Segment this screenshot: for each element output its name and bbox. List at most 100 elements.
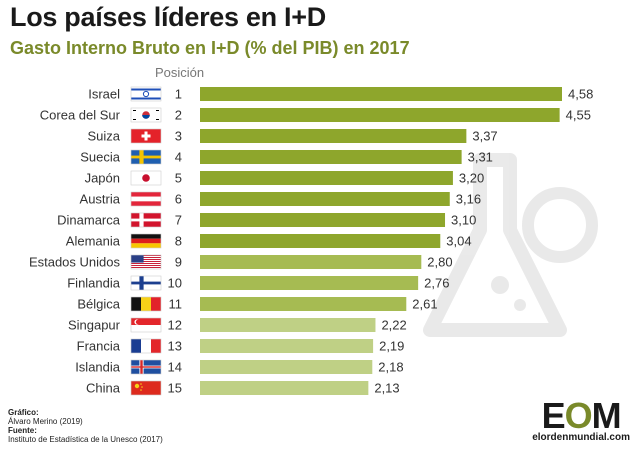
flag-austria-icon xyxy=(130,191,162,207)
bar xyxy=(200,129,467,143)
rank-label: 15 xyxy=(168,381,182,396)
bar-row: Francia 13 2,19 xyxy=(77,339,405,354)
position-header: Posición xyxy=(155,65,204,80)
bar xyxy=(200,276,419,290)
bar xyxy=(200,234,441,248)
rank-label: 6 xyxy=(175,192,182,207)
bar-row: Estados Unidos 9 2,80 xyxy=(29,255,453,270)
graphic-label: Gráfico: xyxy=(8,408,39,417)
country-label: Dinamarca xyxy=(57,213,121,228)
value-label: 3,04 xyxy=(446,234,471,249)
country-label: Corea del Sur xyxy=(40,108,121,123)
rank-label: 13 xyxy=(168,339,182,354)
flag-belgium-icon xyxy=(130,296,162,312)
bar xyxy=(200,213,446,227)
bar xyxy=(200,171,453,185)
flag-singapore-icon xyxy=(130,317,162,333)
flag-finland-icon xyxy=(130,275,162,291)
bar xyxy=(200,297,407,311)
rank-label: 10 xyxy=(168,276,182,291)
bar xyxy=(200,108,560,122)
graphic-author: Álvaro Merino (2019) xyxy=(8,417,83,426)
flag-usa-icon xyxy=(130,254,162,270)
bar xyxy=(200,360,373,374)
bar-row: Alemania 8 3,04 xyxy=(66,234,472,249)
bar-row: Corea del Sur 2 4,55 xyxy=(40,108,591,123)
rank-label: 5 xyxy=(175,171,182,186)
bar-row: Finlandia 10 2,76 xyxy=(67,276,449,291)
flag-germany-icon xyxy=(130,233,162,249)
country-label: Singapur xyxy=(68,318,121,333)
bar-row: China 15 2,13 xyxy=(86,381,400,396)
value-label: 2,13 xyxy=(374,381,399,396)
country-label: Francia xyxy=(77,339,121,354)
country-label: Japón xyxy=(85,171,120,186)
logo-letter-o: O xyxy=(564,395,593,436)
source-text: Instituto de Estadística de la Unesco (2… xyxy=(8,435,163,444)
country-label: Austria xyxy=(80,192,121,207)
bar xyxy=(200,255,422,269)
bar-row: Austria 6 3,16 xyxy=(80,192,482,207)
logo-letter-e: E xyxy=(541,395,566,436)
rank-label: 9 xyxy=(175,255,182,270)
bar-row: Japón 5 3,20 xyxy=(85,171,485,186)
value-label: 4,58 xyxy=(568,87,593,102)
bar xyxy=(200,381,369,395)
value-label: 3,20 xyxy=(459,171,484,186)
rank-label: 1 xyxy=(175,87,182,102)
rank-label: 11 xyxy=(169,297,183,312)
country-label: Alemania xyxy=(66,234,121,249)
logo-site: elordenmundial.com xyxy=(532,432,630,443)
value-label: 2,76 xyxy=(424,276,449,291)
flag-japan-icon xyxy=(130,170,162,186)
rank-label: 8 xyxy=(175,234,182,249)
bar xyxy=(200,87,562,101)
country-label: Israel xyxy=(88,87,120,102)
country-label: Finlandia xyxy=(67,276,121,291)
rank-label: 14 xyxy=(168,360,182,375)
flag-israel-icon xyxy=(130,86,162,102)
flag-sweden-icon xyxy=(130,149,162,165)
rank-label: 2 xyxy=(175,108,182,123)
country-label: Bélgica xyxy=(77,297,120,312)
flag-iceland-icon xyxy=(130,359,162,375)
value-label: 3,16 xyxy=(456,192,481,207)
source-label: Fuente: xyxy=(8,426,37,435)
value-label: 3,37 xyxy=(472,129,497,144)
chart-title: Los países líderes en I+D xyxy=(10,2,326,32)
bar-row: Singapur 12 2,22 xyxy=(68,318,407,333)
rank-label: 7 xyxy=(175,213,182,228)
rank-label: 3 xyxy=(175,129,182,144)
bar-row: Israel 1 4,58 xyxy=(88,87,593,102)
bar-row: Bélgica 11 2,61 xyxy=(77,297,437,312)
value-label: 2,80 xyxy=(427,255,452,270)
chart-subtitle: Gasto Interno Bruto en I+D (% del PIB) e… xyxy=(10,38,410,58)
bar xyxy=(200,150,462,164)
country-label: Estados Unidos xyxy=(29,255,121,270)
bar-row: Suiza 3 3,37 xyxy=(87,129,497,144)
flag-france-icon xyxy=(130,338,162,354)
value-label: 2,61 xyxy=(412,297,437,312)
bar-row: Islandia 14 2,18 xyxy=(75,360,403,375)
value-label: 3,10 xyxy=(451,213,476,228)
bar-row: Suecia 4 3,31 xyxy=(80,150,493,165)
bar xyxy=(200,339,374,353)
value-label: 3,31 xyxy=(468,150,493,165)
flag-south-korea-icon xyxy=(130,107,162,123)
bar xyxy=(200,192,450,206)
logo-letter-m: M xyxy=(591,395,622,436)
country-label: Islandia xyxy=(75,360,121,375)
rank-label: 12 xyxy=(168,318,182,333)
bar-row: Dinamarca 7 3,10 xyxy=(57,213,476,228)
country-label: Suiza xyxy=(87,129,120,144)
eom-logo: EOM elordenmundial.com xyxy=(532,395,630,444)
flag-denmark-icon xyxy=(130,212,162,228)
bar xyxy=(200,318,376,332)
country-label: Suecia xyxy=(80,150,121,165)
value-label: 2,22 xyxy=(381,318,406,333)
rank-label: 4 xyxy=(175,150,182,165)
value-label: 2,18 xyxy=(378,360,403,375)
credits: Gráfico: Álvaro Merino (2019) Fuente: In… xyxy=(8,408,163,444)
